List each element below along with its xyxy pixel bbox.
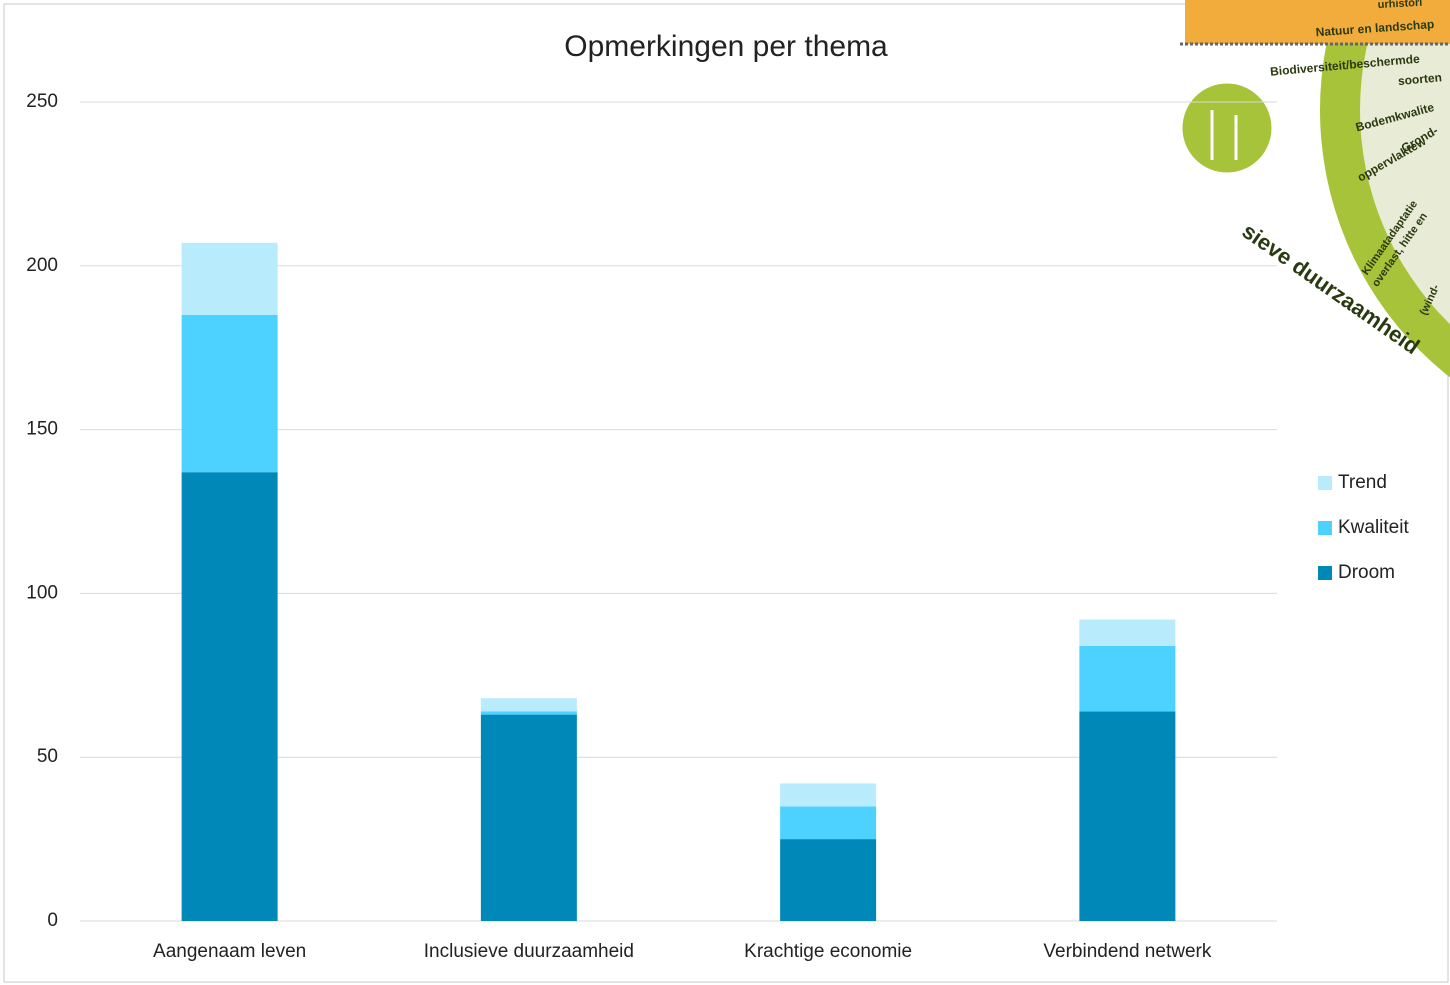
legend-swatch bbox=[1318, 476, 1332, 490]
x-tick-label: Aangenaam leven bbox=[153, 941, 306, 962]
image-label: urhistori bbox=[1377, 0, 1422, 11]
legend-label: Trend bbox=[1338, 472, 1387, 493]
legend-label: Droom bbox=[1338, 562, 1395, 583]
y-tick-label: 150 bbox=[26, 419, 58, 440]
y-tick-label: 50 bbox=[37, 746, 58, 767]
y-tick-label: 200 bbox=[26, 255, 58, 276]
bar-segment bbox=[780, 783, 877, 807]
image-label: soorten bbox=[1397, 70, 1442, 88]
bar-segment bbox=[1079, 619, 1176, 646]
bar-segment bbox=[181, 472, 278, 921]
bar-segment bbox=[1079, 645, 1176, 712]
y-tick-label: 0 bbox=[47, 910, 58, 931]
y-tick-label: 100 bbox=[26, 582, 58, 603]
bar-segment bbox=[480, 698, 577, 712]
legend-swatch bbox=[1318, 521, 1332, 535]
bar-segment bbox=[1079, 711, 1176, 921]
bar-segment bbox=[480, 711, 577, 715]
bar-segment bbox=[181, 242, 278, 315]
bar-segment bbox=[780, 839, 877, 921]
chart-title: Opmerkingen per thema bbox=[564, 30, 888, 63]
x-tick-label: Krachtige economie bbox=[744, 941, 912, 962]
legend-swatch bbox=[1318, 566, 1332, 580]
bar-segment bbox=[780, 806, 877, 840]
bar-segment bbox=[181, 314, 278, 473]
x-tick-label: Inclusieve duurzaamheid bbox=[424, 941, 634, 962]
bar-segment bbox=[480, 714, 577, 921]
x-tick-label: Verbindend netwerk bbox=[1043, 941, 1211, 962]
y-tick-label: 250 bbox=[26, 91, 58, 112]
legend-label: Kwaliteit bbox=[1338, 517, 1409, 538]
